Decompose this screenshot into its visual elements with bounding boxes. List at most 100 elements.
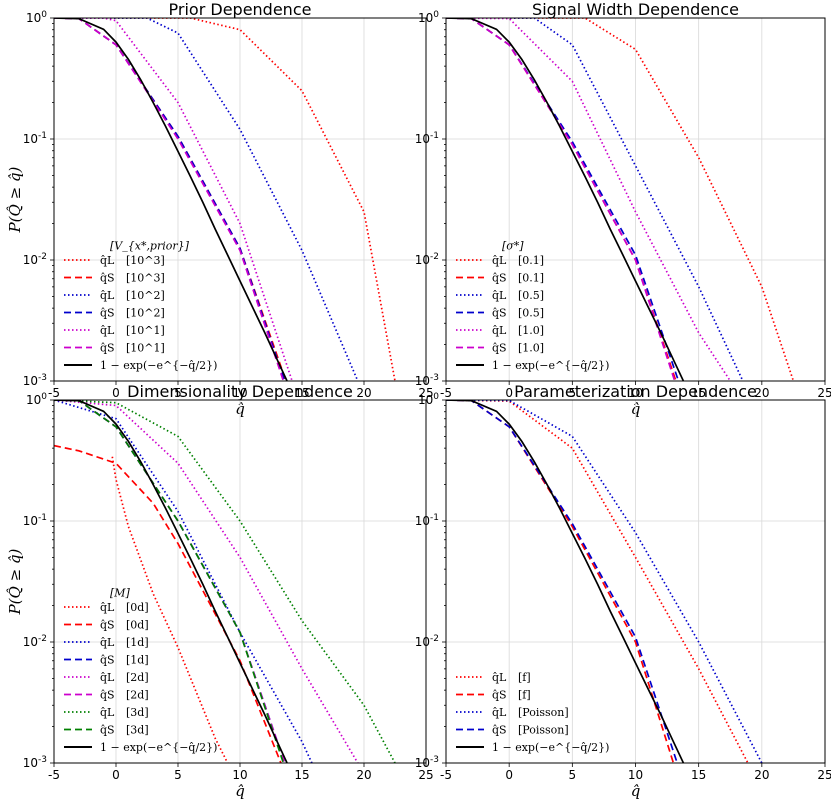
x-tick-label: 10: [628, 768, 643, 782]
y-axis-label: P(Q̂ ≥ q̂): [6, 166, 24, 233]
axes-frame: [445, 399, 826, 764]
x-tick-label: 0: [112, 386, 120, 400]
x-tick-label: 0: [505, 768, 513, 782]
legend: [σ*]q̂L [0.1]q̂S [0.1]q̂L [0.5]q̂S [0.5]q̂L[…: [456, 240, 609, 372]
x-tick-label: 0: [505, 386, 513, 400]
legend-tag: [1d]: [126, 654, 149, 667]
y-tick-label: 10-3: [415, 373, 439, 388]
x-tick-label: -5: [48, 768, 60, 782]
series-line-1: [446, 400, 675, 763]
y-tick-label: 100: [26, 10, 47, 25]
x-tick-label: 10: [628, 386, 643, 400]
series-line-1: [446, 18, 677, 381]
x-axis-label: q̂: [235, 782, 245, 800]
legend-tag: [3d]: [126, 724, 149, 737]
x-tick-label: 25: [817, 768, 831, 782]
legend-tag: [f]: [518, 671, 531, 684]
legend-tag: [10^2]: [126, 289, 165, 302]
series-line-4: [446, 18, 732, 381]
y-tick-label: 10-3: [415, 755, 439, 770]
legend-title: [V_{x*,prior}]: [110, 240, 190, 253]
x-tick-label: 10: [232, 386, 247, 400]
y-tick-label: 10-1: [23, 131, 47, 146]
x-axis-label: q̂: [631, 782, 641, 800]
legend-tag: [3d]: [126, 706, 149, 719]
series-line-0: [446, 18, 795, 381]
axes-frame: [53, 17, 427, 382]
panel-title: Parameterization Dependence: [514, 382, 757, 401]
legend-label: q̂S: [100, 654, 115, 667]
legend-label: q̂L: [492, 671, 507, 684]
x-tick-label: 5: [569, 386, 577, 400]
series-line-6: [54, 18, 288, 381]
x-tick-label: 20: [754, 386, 769, 400]
legend-tag: [f]: [518, 689, 531, 702]
legend-label: q̂L: [492, 706, 507, 719]
x-tick-label: 15: [294, 386, 309, 400]
legend: [V_{x*,prior}]q̂L [10^3]q̂S [10^3]q̂L [10^2…: [64, 240, 217, 372]
y-tick-label: 10-3: [23, 373, 47, 388]
series-line-4: [446, 400, 685, 763]
x-tick-label: 5: [174, 386, 182, 400]
y-tick-label: 10-3: [23, 755, 47, 770]
x-tick-label: -5: [48, 386, 60, 400]
series-line-0: [111, 456, 229, 763]
legend-label: 1 − exp(−e^{−q̂/2}): [100, 359, 217, 372]
legend-tag: [1.0]: [518, 342, 544, 355]
legend-tag: [0.1]: [518, 272, 544, 285]
series-line-2: [54, 18, 359, 381]
y-tick-label: 100: [418, 392, 439, 407]
legend-label: q̂L: [100, 636, 115, 649]
x-tick-label: 25: [418, 768, 433, 782]
y-tick-label: 10-2: [415, 252, 439, 267]
legend-tag: [1d]: [126, 636, 149, 649]
legend-label: q̂S: [492, 307, 507, 320]
legend-label: 1 − exp(−e^{−q̂/2}): [100, 741, 217, 754]
x-tick-label: -5: [440, 386, 452, 400]
legend-tag: [10^1]: [126, 342, 165, 355]
legend-label: q̂S: [492, 689, 507, 702]
y-tick-label: 10-1: [415, 513, 439, 528]
x-tick-label: 15: [691, 768, 706, 782]
y-tick-label: 10-2: [23, 634, 47, 649]
series-line-6: [446, 18, 685, 381]
legend-label: q̂L: [100, 324, 115, 337]
legend-label: q̂L: [100, 289, 115, 302]
series-line-3: [446, 18, 680, 381]
series-group: [54, 18, 396, 381]
axes-frame: [445, 17, 826, 382]
legend-tag: [1.0]: [518, 324, 544, 337]
legend-tag: [10^2]: [126, 307, 165, 320]
x-tick-label: -5: [440, 768, 452, 782]
y-tick-label: 10-1: [415, 131, 439, 146]
legend: q̂L [f] q̂S [f] q̂L [Poisson] q̂S [Poisson] 1 − …: [456, 671, 609, 754]
legend-label: q̂S: [100, 619, 115, 632]
series-line-4: [54, 400, 359, 763]
legend: [M]q̂L [0d]q̂S [0d]q̂L [1d]q̂S [1d]q̂L [2d]q̂…: [64, 587, 217, 754]
legend-label: q̂S: [492, 272, 507, 285]
legend-label: q̂L: [100, 254, 115, 267]
y-tick-label: 10-2: [415, 634, 439, 649]
legend-tag: [10^3]: [126, 254, 165, 267]
series-line-5: [54, 18, 285, 381]
panel-title: Signal Width Dependence: [532, 0, 739, 19]
axes-frame: [53, 399, 427, 764]
x-tick-label: 20: [356, 768, 371, 782]
legend-label: q̂S: [492, 724, 507, 737]
legend-title: [σ*]: [502, 240, 524, 253]
series-line-2: [54, 400, 313, 763]
y-axis-label: P(Q̂ ≥ q̂): [6, 548, 24, 615]
panel-1: -5 0 5 10 15 20 25 10-3 10-2 10-1 100 Prior Depende…: [6, 0, 434, 418]
legend-label: q̂S: [100, 272, 115, 285]
x-tick-label: 25: [817, 386, 831, 400]
y-tick-label: 100: [418, 10, 439, 25]
legend-tag: [10^3]: [126, 272, 165, 285]
series-line-4: [54, 18, 293, 381]
legend-tag: [0d]: [126, 601, 149, 614]
y-tick-label: 10-2: [23, 252, 47, 267]
series-line-3: [54, 18, 286, 381]
